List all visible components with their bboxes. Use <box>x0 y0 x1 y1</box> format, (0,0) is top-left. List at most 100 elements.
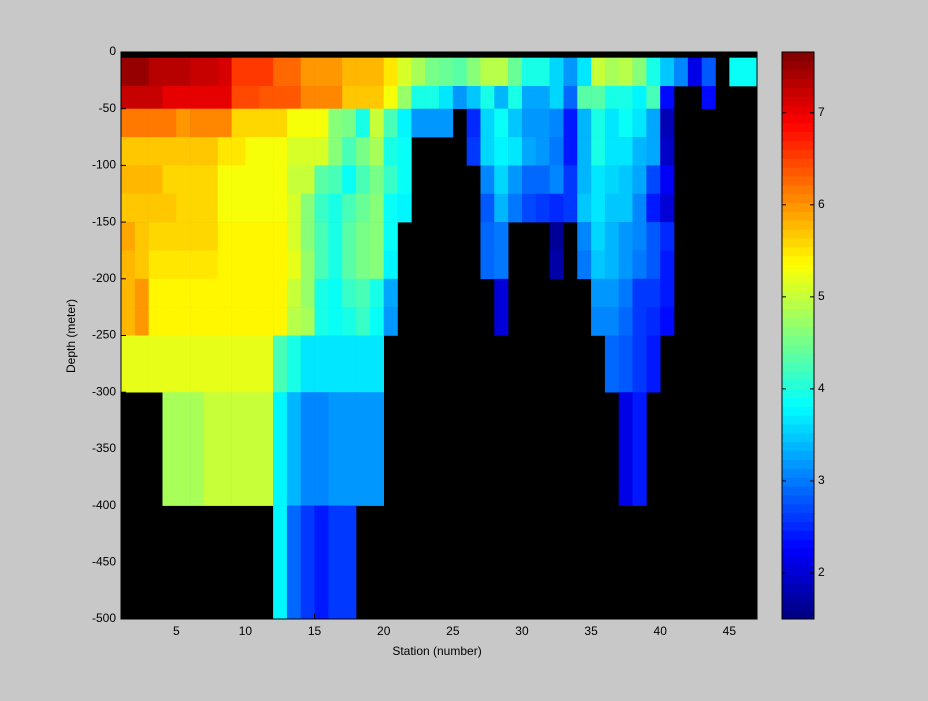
heatmap-cell <box>231 137 246 166</box>
heatmap-cell <box>439 57 454 87</box>
heatmap-cell <box>300 250 315 280</box>
heatmap-cell <box>328 86 343 109</box>
heatmap-cell <box>660 57 675 87</box>
y-tick-label: -250 <box>92 328 116 342</box>
heatmap-cell <box>729 57 744 87</box>
heatmap-cell <box>618 137 633 166</box>
heatmap-cell <box>549 57 564 87</box>
heatmap-cell <box>300 57 315 87</box>
heatmap-cell <box>217 278 232 308</box>
heatmap-cell <box>494 307 509 336</box>
colorbar-swatch <box>782 273 814 283</box>
heatmap-cell <box>369 250 384 280</box>
heatmap-cell <box>176 137 191 166</box>
heatmap-cell <box>328 307 343 336</box>
colorbar-tick-label: 2 <box>818 565 825 579</box>
heatmap-cell <box>646 307 661 336</box>
heatmap-cell <box>121 307 136 336</box>
heatmap-cell <box>203 392 219 506</box>
heatmap-cell <box>577 57 592 87</box>
colorbar-swatch <box>782 494 814 505</box>
heatmap-cell <box>134 57 149 87</box>
heatmap-cell <box>231 335 246 393</box>
heatmap-cell <box>535 193 550 223</box>
heatmap-cell <box>549 222 564 251</box>
heatmap-cell <box>494 193 509 223</box>
heatmap-cell <box>480 86 495 109</box>
heatmap-cell <box>259 108 274 138</box>
heatmap-cell <box>217 335 232 393</box>
heatmap-cell <box>176 86 191 109</box>
colorbar-swatch <box>782 592 814 602</box>
colorbar-swatch <box>782 122 814 133</box>
y-axis-label: Depth (meter) <box>64 299 78 373</box>
heatmap-cell <box>148 335 163 393</box>
heatmap-cell <box>646 137 661 166</box>
colorbar-swatch <box>782 78 814 88</box>
x-tick-label: 10 <box>239 624 253 638</box>
heatmap-cell <box>203 57 219 87</box>
heatmap-cell <box>121 222 136 251</box>
colorbar-swatch <box>782 246 814 257</box>
heatmap-cell <box>549 165 564 195</box>
heatmap-cell <box>521 108 537 138</box>
x-tick-label: 5 <box>173 624 180 638</box>
heatmap-cell <box>273 250 288 280</box>
heatmap-cell <box>632 278 647 308</box>
heatmap-cell <box>300 307 315 336</box>
heatmap-cell <box>300 165 315 195</box>
heatmap-cell <box>369 108 384 138</box>
heatmap-cell <box>300 86 315 109</box>
y-tick-label: -400 <box>92 498 116 512</box>
x-tick-label: 45 <box>723 624 737 638</box>
heatmap-cell <box>549 86 564 109</box>
heatmap-cell <box>494 278 509 308</box>
heatmap-cell <box>563 193 578 223</box>
heatmap-cell <box>660 222 675 251</box>
heatmap-cell <box>604 335 620 393</box>
heatmap-cell <box>397 86 412 109</box>
heatmap-cell <box>190 392 205 506</box>
heatmap-cell <box>480 250 495 280</box>
heatmap-cell <box>134 222 149 251</box>
heatmap-cell <box>411 57 426 87</box>
heatmap-cell <box>383 137 398 166</box>
heatmap-cell <box>618 278 633 308</box>
heatmap-cell <box>314 86 329 109</box>
colorbar-swatch <box>782 344 814 354</box>
heatmap-cell <box>176 193 191 223</box>
heatmap-cell <box>134 307 149 336</box>
heatmap-cell <box>356 137 371 166</box>
heatmap-cell <box>231 108 246 138</box>
heatmap-cell <box>577 137 592 166</box>
colorbar-swatch <box>782 96 814 106</box>
heatmap-cell <box>508 57 523 87</box>
heatmap-cell <box>439 86 454 109</box>
heatmap-cell <box>217 392 232 506</box>
colorbar-swatch <box>782 503 814 514</box>
heatmap-cell <box>245 108 260 138</box>
heatmap-cell <box>646 222 661 251</box>
heatmap-cell <box>162 278 177 308</box>
heatmap-cell <box>176 250 191 280</box>
heatmap-cell <box>411 86 426 109</box>
heatmap-cell <box>190 278 205 308</box>
heatmap-cell <box>480 165 495 195</box>
heatmap-cell <box>286 108 302 138</box>
heatmap-cell <box>452 86 467 109</box>
colorbar-swatch <box>782 512 814 522</box>
heatmap-cell <box>397 57 412 87</box>
heatmap-cell <box>273 165 288 195</box>
heatmap-cell <box>342 165 357 195</box>
heatmap-cell <box>618 222 633 251</box>
heatmap-cell <box>245 278 260 308</box>
heatmap-cell <box>535 165 550 195</box>
heatmap-cell <box>231 86 246 109</box>
heatmap-cell <box>369 335 384 393</box>
heatmap-cell <box>190 108 205 138</box>
heatmap-cell <box>480 108 495 138</box>
heatmap-cell <box>314 505 329 620</box>
heatmap-cell <box>245 57 260 87</box>
colorbar-swatch <box>782 539 814 549</box>
heatmap-cell <box>190 165 205 195</box>
